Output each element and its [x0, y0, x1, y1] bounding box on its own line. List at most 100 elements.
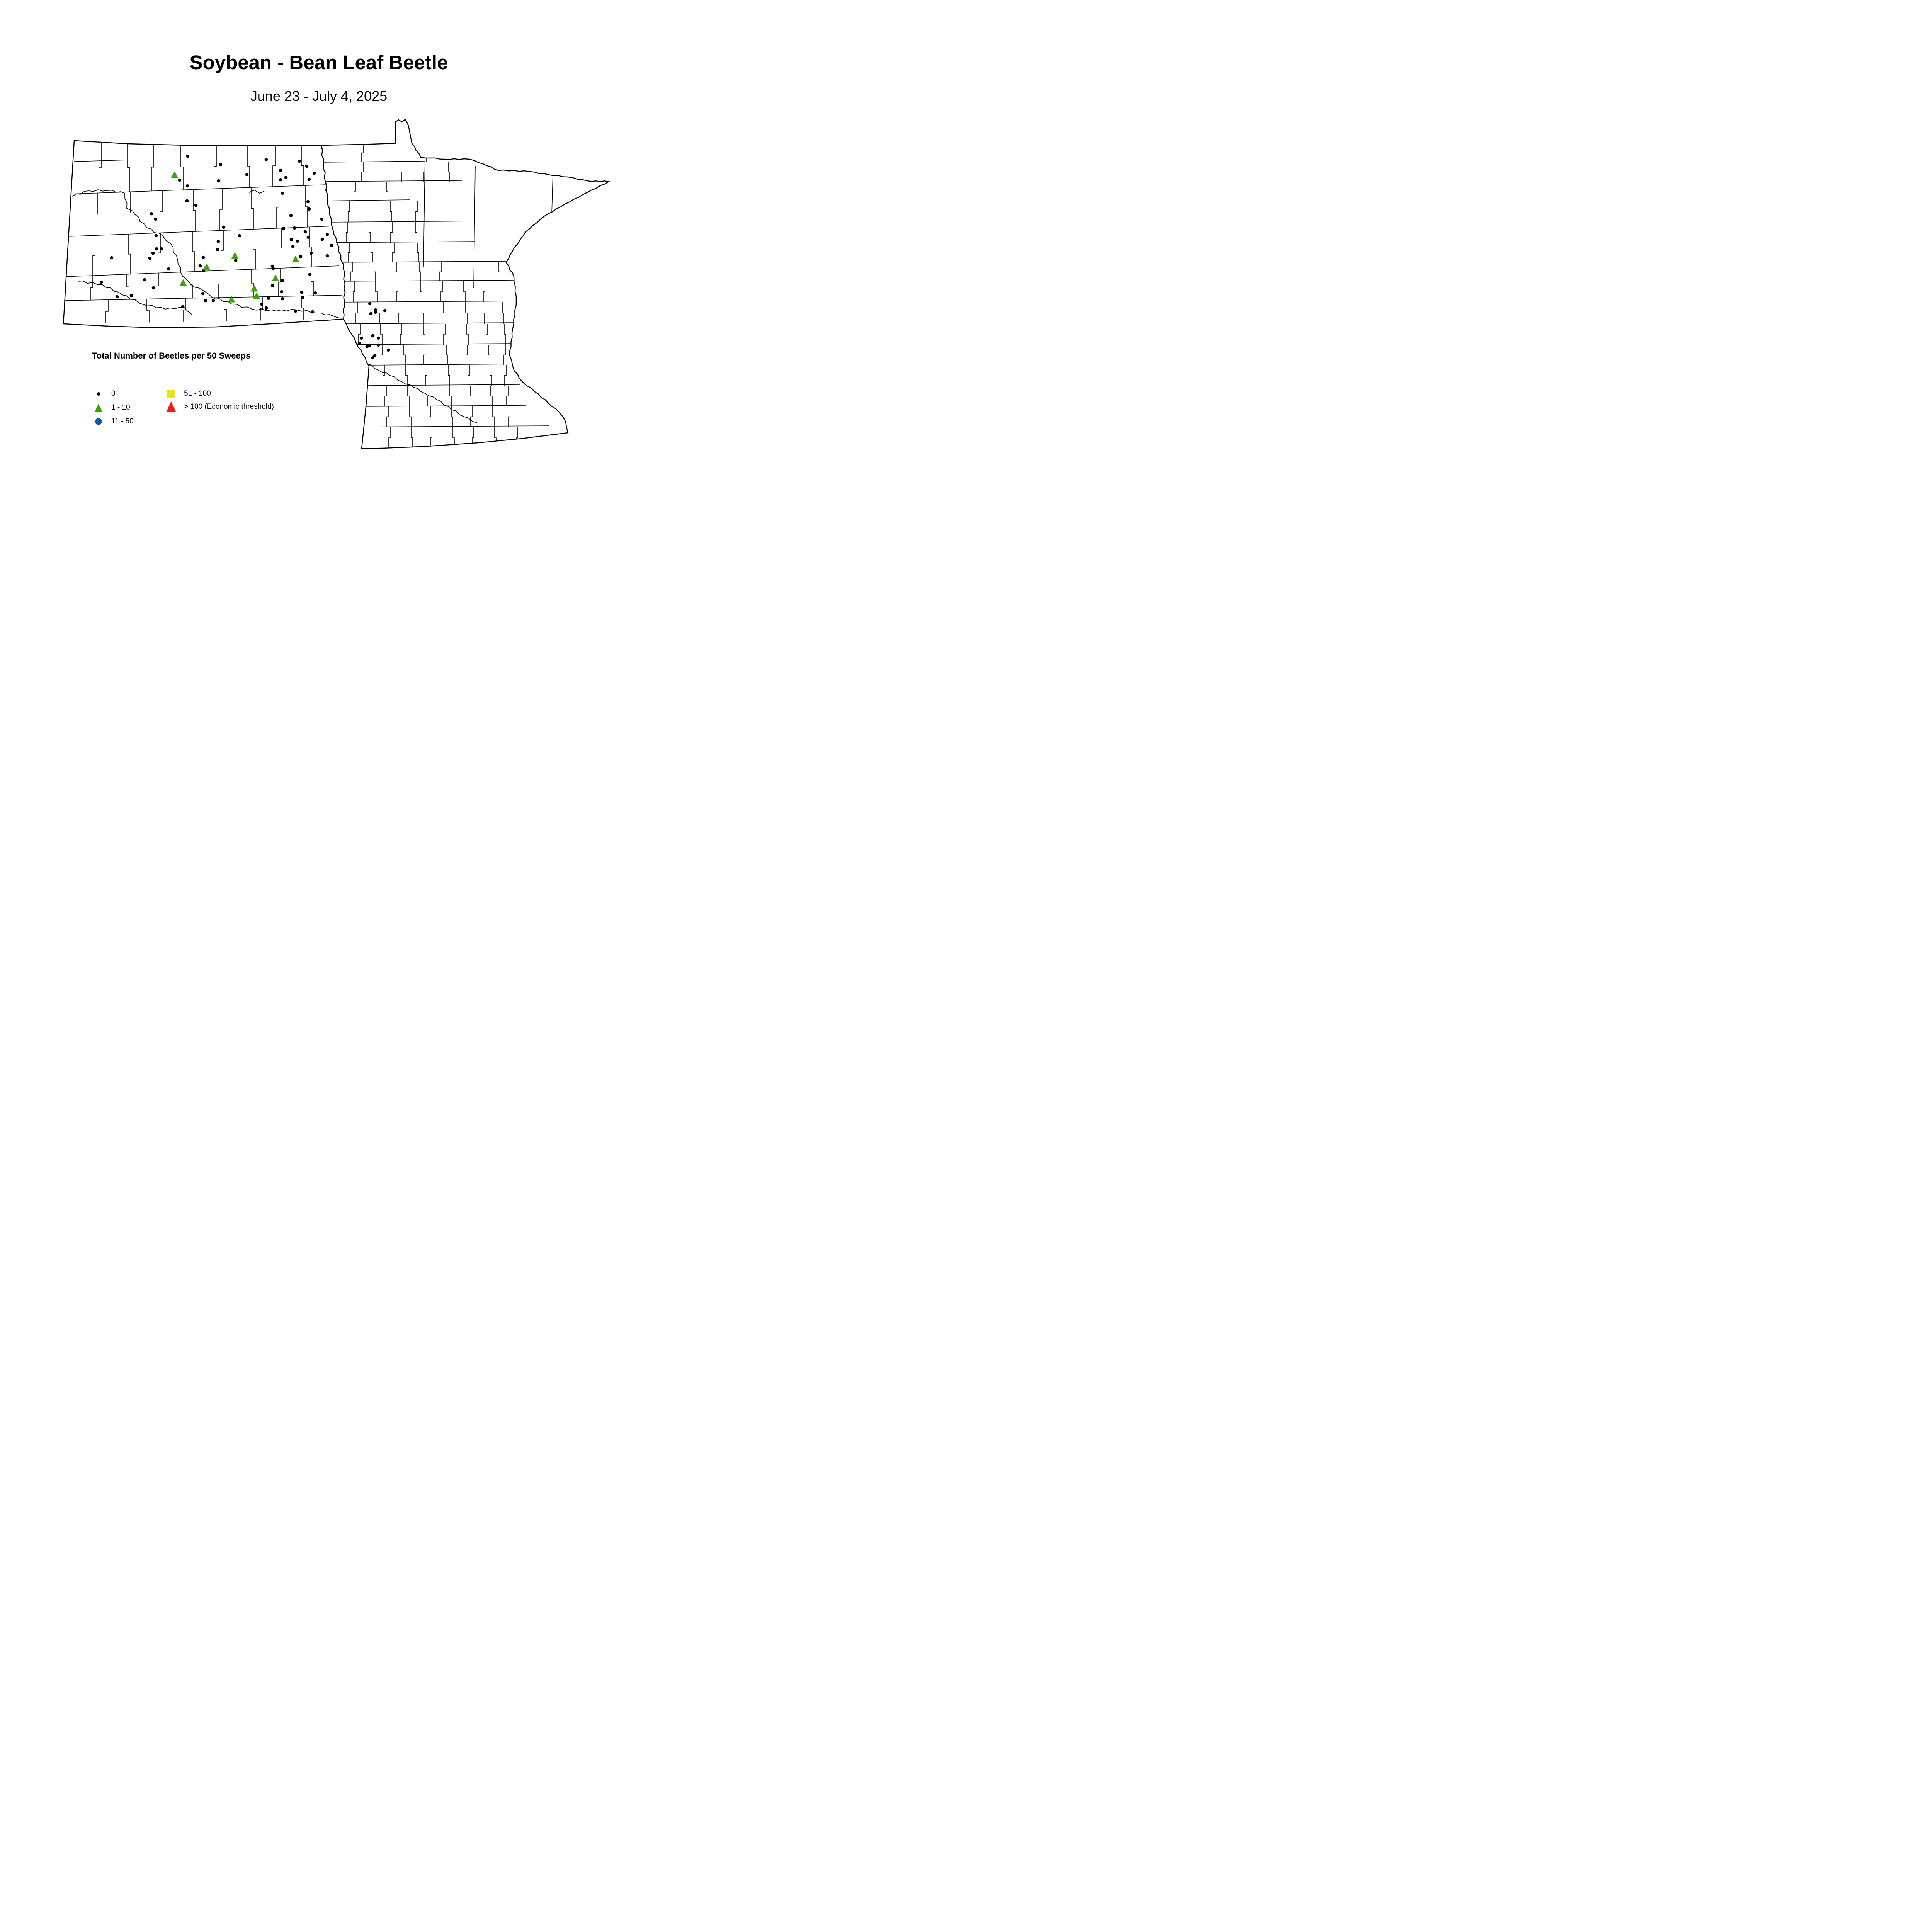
- rivers-layer: [72, 189, 343, 319]
- survey-point-zero: [383, 309, 387, 313]
- legend-item-11-50: 11 - 50: [90, 414, 134, 429]
- survey-point-zero: [211, 299, 215, 303]
- survey-point-zero: [154, 217, 158, 221]
- survey-point-zero: [374, 308, 378, 312]
- survey-point-zero: [368, 302, 372, 306]
- survey-point-zero: [143, 278, 146, 282]
- page: Soybean - Bean Leaf Beetle June 23 - Jul…: [0, 0, 638, 493]
- survey-point-zero: [376, 336, 380, 340]
- survey-point-zero: [281, 191, 284, 195]
- survey-point-zero: [299, 255, 303, 259]
- survey-point-1-10: [179, 279, 187, 286]
- survey-point-zero: [306, 200, 310, 204]
- survey-point-zero: [359, 336, 363, 340]
- red-triangle-icon: [166, 401, 176, 412]
- survey-point-zero: [309, 251, 313, 255]
- survey-point-zero: [201, 255, 205, 259]
- survey-point-zero: [284, 175, 288, 179]
- survey-point-zero: [386, 348, 390, 352]
- survey-point-zero: [289, 214, 293, 218]
- survey-point-zero: [325, 233, 329, 236]
- survey-point-zero: [303, 230, 307, 234]
- survey-point-zero: [222, 225, 226, 229]
- survey-point-zero: [245, 173, 249, 177]
- survey-point-zero: [279, 168, 282, 172]
- blue-circle-icon: [95, 418, 102, 425]
- survey-point-zero: [99, 280, 103, 284]
- survey-point-1-10: [171, 171, 179, 178]
- survey-point-zero: [115, 295, 119, 299]
- survey-point-1-10: [228, 296, 235, 303]
- survey-point-zero: [307, 207, 311, 211]
- legend-item-51-100: 51 - 100: [162, 386, 211, 401]
- legend-label: 1 - 10: [111, 403, 130, 412]
- survey-point-zero: [313, 291, 317, 295]
- minnesota-county-lines: [321, 143, 553, 449]
- survey-point-zero: [365, 345, 369, 349]
- survey-point-zero: [373, 354, 377, 357]
- survey-point-zero: [185, 184, 189, 188]
- survey-point-zero: [305, 164, 309, 168]
- survey-point-zero: [282, 226, 286, 230]
- minnesota-river: [367, 364, 478, 423]
- survey-point-zero: [219, 163, 223, 167]
- survey-point-zero: [150, 212, 153, 216]
- survey-point-zero: [289, 238, 293, 242]
- legend-label: 51 - 100: [184, 389, 211, 398]
- survey-point-1-10: [253, 292, 260, 299]
- yellow-square-icon: [167, 390, 175, 398]
- survey-point-zero: [216, 240, 220, 243]
- legend-label: > 100 (Economic threshold): [184, 403, 274, 411]
- legend-item-1-10: 1 - 10: [90, 400, 130, 415]
- survey-point-zero: [294, 309, 298, 313]
- legend-item-zero: 0: [90, 386, 116, 401]
- survey-point-zero: [300, 290, 304, 294]
- survey-point-zero: [185, 199, 189, 203]
- survey-point-zero: [178, 178, 182, 182]
- survey-point-zero: [271, 267, 275, 270]
- survey-point-1-10: [250, 285, 258, 292]
- survey-point-zero: [270, 284, 274, 287]
- survey-point-zero: [298, 159, 301, 163]
- survey-point-zero: [160, 247, 163, 251]
- survey-point-zero: [357, 342, 361, 345]
- survey-point-zero: [194, 203, 198, 207]
- survey-points-layer: [99, 154, 390, 360]
- survey-point-zero: [371, 356, 375, 360]
- survey-point-zero: [151, 286, 155, 290]
- survey-point-zero: [217, 179, 221, 183]
- survey-point-zero: [148, 256, 152, 260]
- minnesota-outline: [320, 119, 610, 449]
- survey-point-1-10: [231, 252, 239, 259]
- survey-point-zero: [129, 294, 133, 298]
- survey-point-zero: [325, 254, 329, 258]
- survey-point-zero: [267, 296, 270, 300]
- survey-point-zero: [201, 292, 205, 296]
- survey-point-zero: [280, 290, 284, 294]
- survey-point-zero: [151, 251, 155, 255]
- survey-point-zero: [293, 226, 296, 230]
- green-triangle-icon: [95, 403, 102, 412]
- survey-point-zero: [320, 237, 324, 241]
- legend-label: 0: [111, 389, 116, 398]
- survey-point-zero: [301, 296, 304, 299]
- survey-point-zero: [308, 272, 312, 276]
- survey-point-zero: [306, 235, 310, 239]
- survey-map: [63, 119, 610, 449]
- north-dakota-county-lines: [64, 143, 342, 323]
- survey-point-zero: [181, 305, 185, 309]
- page-title: Soybean - Bean Leaf Beetle: [189, 51, 448, 73]
- survey-point-zero: [307, 177, 311, 181]
- survey-point-zero: [369, 312, 373, 316]
- survey-point-1-10: [272, 274, 279, 281]
- survey-point-zero: [312, 171, 316, 175]
- survey-point-zero: [186, 154, 190, 158]
- legend-item-over-100: > 100 (Economic threshold): [162, 400, 274, 414]
- survey-point-zero: [291, 245, 295, 248]
- survey-point-zero: [155, 247, 158, 251]
- survey-point-1-10: [203, 263, 211, 270]
- survey-point-zero: [311, 310, 315, 314]
- survey-point-1-10: [292, 255, 299, 262]
- survey-point-zero: [279, 178, 282, 182]
- survey-point-zero: [238, 234, 242, 238]
